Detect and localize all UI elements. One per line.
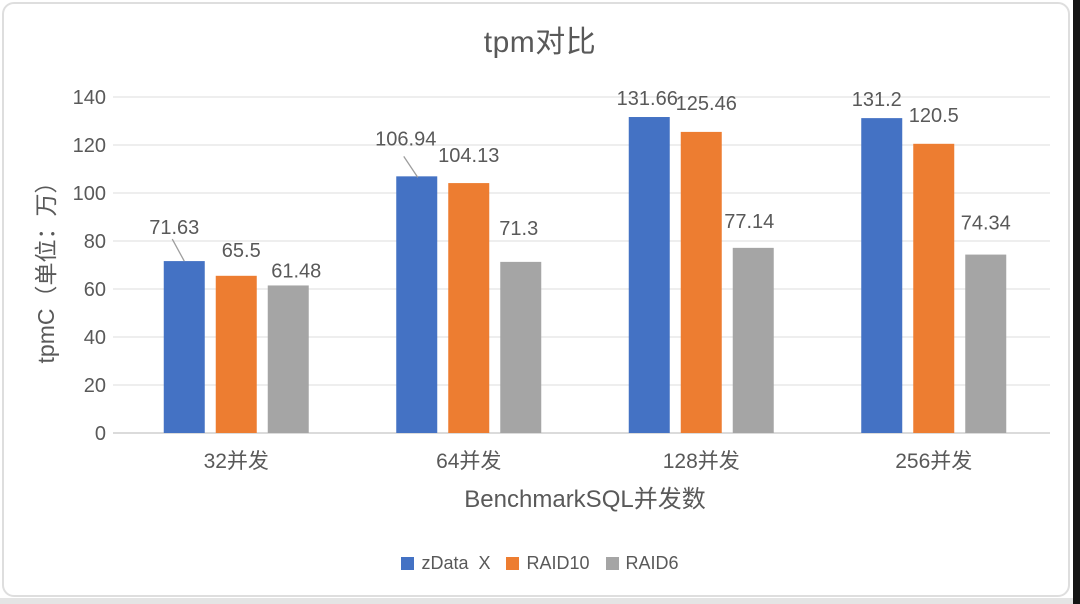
legend-swatch-raid6	[605, 557, 619, 570]
data-label-raid6-64并发: 71.3	[499, 218, 538, 240]
y-tick-label: 60	[84, 279, 106, 301]
legend-label: RAID6	[625, 553, 679, 573]
bar-raid10-32并发	[215, 275, 257, 433]
data-label-leader-line	[171, 238, 185, 262]
legend-item-zdata-x: zData X	[401, 553, 490, 574]
x-tick-label: 64并发	[436, 450, 501, 473]
x-tick-label: 128并发	[663, 450, 740, 473]
y-tick-label: 100	[73, 183, 106, 205]
data-label-leader-line	[403, 155, 419, 178]
frame-bottom-edge	[0, 598, 1073, 604]
data-label-raid6-256并发: 74.34	[961, 213, 1011, 235]
screen-right-edge	[1073, 0, 1080, 604]
data-label-raid10-128并发: 125.46	[676, 93, 737, 115]
data-label-raid10-64并发: 104.13	[438, 145, 499, 167]
legend-swatch-zdata-x	[401, 557, 415, 570]
legend-item-raid6: RAID6	[605, 553, 679, 574]
y-tick-label: 80	[84, 231, 106, 253]
bar-raid10-128并发	[680, 131, 722, 433]
data-label-zdata-x-64并发: 106.94	[375, 128, 436, 150]
data-label-zdata-x-128并发: 131.66	[617, 88, 678, 110]
bar-raid10-64并发	[448, 183, 490, 433]
bar-raid6-32并发	[267, 285, 309, 433]
legend-item-raid10: RAID10	[506, 553, 590, 574]
bar-raid10-256并发	[913, 143, 955, 434]
x-axis-title: BenchmarkSQL并发数	[464, 486, 706, 513]
data-label-raid6-32并发: 61.48	[271, 260, 321, 282]
y-tick-label: 0	[95, 423, 106, 445]
data-label-raid10-256并发: 120.5	[909, 105, 959, 127]
legend: zData X RAID10 RAID6	[0, 553, 1080, 574]
bar-raid6-128并发	[732, 247, 774, 433]
bar-zdata-x-256并发	[861, 118, 903, 434]
data-label-zdata-x-256并发: 131.2	[852, 89, 902, 111]
data-label-raid10-32并发: 65.5	[222, 240, 261, 262]
legend-label: zData X	[421, 553, 491, 573]
bar-zdata-x-128并发	[628, 117, 670, 434]
x-tick-label: 256并发	[895, 450, 972, 473]
bar-raid6-64并发	[500, 261, 542, 433]
bar-zdata-x-64并发	[396, 176, 438, 433]
y-tick-label: 20	[84, 375, 106, 397]
y-tick-label: 120	[73, 135, 106, 157]
data-label-raid6-128并发: 77.14	[724, 211, 774, 233]
bar-zdata-x-32并发	[163, 261, 205, 433]
chart-title: tpm对比	[483, 26, 597, 59]
legend-label: RAID10	[526, 553, 590, 573]
y-tick-label: 40	[84, 327, 106, 349]
data-label-zdata-x-32并发: 71.63	[149, 217, 199, 239]
y-tick-label: 140	[73, 87, 106, 109]
bar-raid6-256并发	[965, 254, 1007, 433]
legend-swatch-raid10	[506, 557, 520, 570]
x-tick-label: 32并发	[204, 450, 269, 473]
